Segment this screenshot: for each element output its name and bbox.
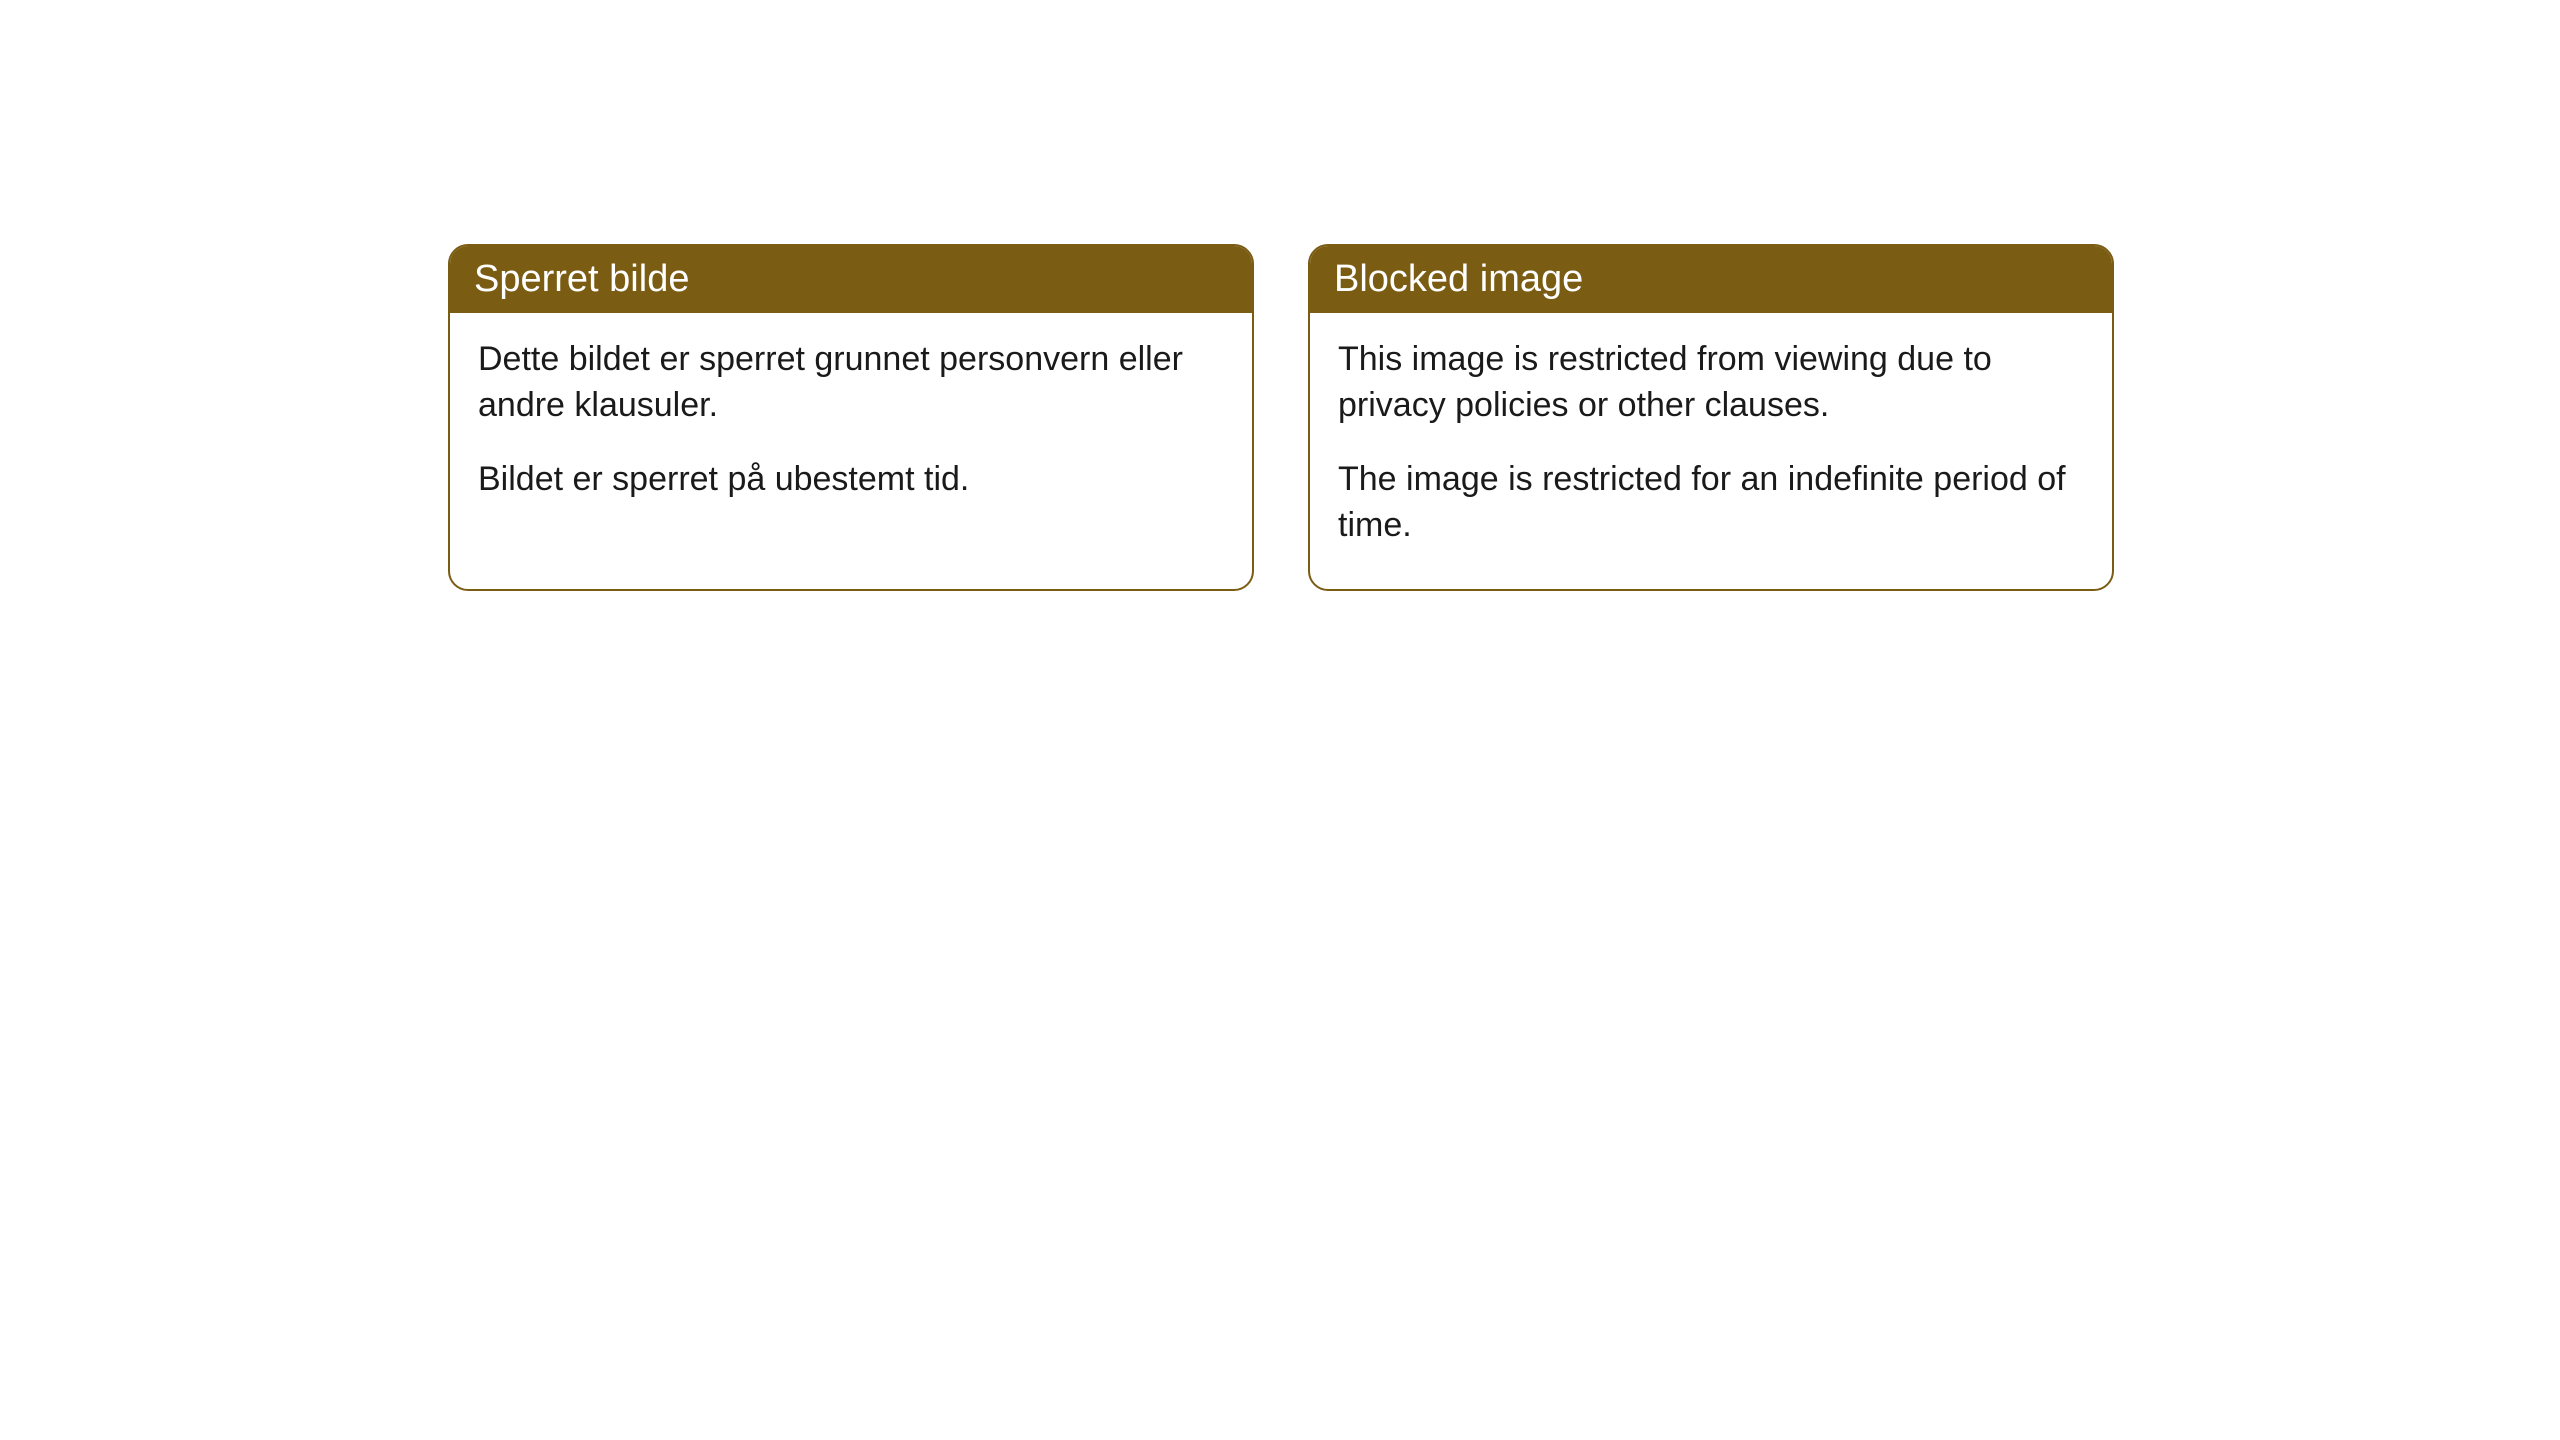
card-body-english: This image is restricted from viewing du… <box>1310 313 2112 589</box>
card-title: Sperret bilde <box>474 258 689 300</box>
card-paragraph: This image is restricted from viewing du… <box>1338 337 2084 429</box>
card-paragraph: Bildet er sperret på ubestemt tid. <box>478 457 1224 503</box>
card-body-norwegian: Dette bildet er sperret grunnet personve… <box>450 313 1252 543</box>
blocked-image-card-english: Blocked image This image is restricted f… <box>1308 244 2114 591</box>
card-header-english: Blocked image <box>1310 246 2112 313</box>
card-paragraph: The image is restricted for an indefinit… <box>1338 457 2084 549</box>
card-paragraph: Dette bildet er sperret grunnet personve… <box>478 337 1224 429</box>
card-header-norwegian: Sperret bilde <box>450 246 1252 313</box>
notice-cards-container: Sperret bilde Dette bildet er sperret gr… <box>0 0 2560 591</box>
blocked-image-card-norwegian: Sperret bilde Dette bildet er sperret gr… <box>448 244 1254 591</box>
card-title: Blocked image <box>1334 258 1583 300</box>
